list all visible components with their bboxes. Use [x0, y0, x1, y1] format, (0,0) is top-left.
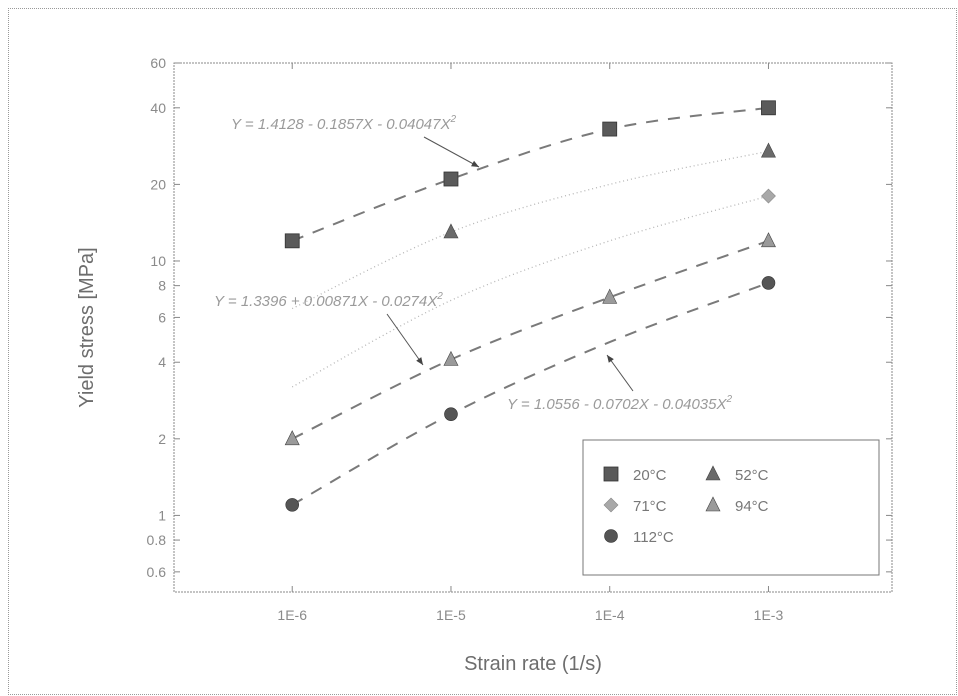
- data-point-52c: [443, 223, 459, 239]
- data-point-71c: [761, 188, 776, 204]
- y-tick-label: 40: [150, 100, 166, 116]
- x-tick-label: 1E-4: [595, 607, 625, 623]
- fit-curve-4: [291, 150, 769, 310]
- equation-arrow: [606, 354, 634, 392]
- fit-curve-5: [291, 195, 769, 388]
- equation-arrow-head: [607, 355, 614, 363]
- figure-frame: 60 40 20 10 8 6 4 2 1 0.8 0.6 1E-6 1E-5 1E-4 1E-3 Strai…: [8, 8, 957, 695]
- data-point-52c: [760, 142, 776, 158]
- equation-arrow: [423, 136, 480, 168]
- legend-marker: [705, 496, 721, 512]
- data-point-112c: [761, 276, 776, 290]
- y-axis-label: Yield stress [MPa]: [76, 247, 98, 407]
- x-tick-label: 1E-6: [277, 607, 307, 623]
- equation-arrow: [386, 313, 424, 366]
- fit-curve-3: [291, 281, 769, 506]
- legend-marker: [604, 529, 618, 543]
- fit-curve-2: [291, 239, 769, 440]
- data-point-20c: [284, 233, 300, 249]
- x-tick-label: 1E-3: [754, 607, 784, 623]
- data-point-20c: [602, 121, 618, 137]
- legend-entry-label: 52°C: [735, 467, 769, 484]
- data-point-20c: [761, 100, 776, 116]
- x-tick-label: 1E-5: [436, 607, 466, 623]
- data-point-94c: [443, 350, 459, 366]
- data-point-94c: [602, 288, 618, 304]
- equation-arrow-head: [416, 357, 423, 365]
- data-point-112c: [444, 407, 458, 421]
- yield-stress-chart: 60 40 20 10 8 6 4 2 1 0.8 0.6 1E-6 1E-5 1E-4 1E-3 Strai…: [76, 55, 893, 675]
- y-tick-label: 1: [158, 507, 166, 523]
- data-point-94c: [284, 430, 300, 446]
- data-point-112c: [285, 498, 300, 512]
- y-tick-label: 10: [150, 253, 166, 269]
- y-tick-label: 60: [150, 55, 166, 71]
- legend-entry-label: 20°C: [633, 467, 667, 484]
- equation-arrow-head: [471, 160, 479, 167]
- fit-equation-label: Y = 1.0556 - 0.0702X - 0.04035X2: [507, 394, 732, 413]
- legend-entry-label: 71°C: [633, 498, 667, 515]
- y-tick-label: 8: [158, 278, 166, 294]
- y-tick-label: 0.6: [147, 564, 167, 580]
- legend-entry-label: 112°C: [633, 529, 674, 546]
- y-tick-label: 0.8: [147, 532, 167, 548]
- data-point-94c: [760, 232, 776, 248]
- plot-area-border: [173, 62, 893, 593]
- y-tick-label: 6: [158, 309, 166, 325]
- fit-equation-label: Y = 1.4128 - 0.1857X - 0.04047X2: [231, 114, 456, 133]
- x-axis-label: Strain rate (1/s): [464, 653, 602, 675]
- y-tick-label: 2: [158, 431, 166, 447]
- y-tick-label: 4: [158, 354, 166, 370]
- legend-entry-label: 94°C: [735, 498, 769, 515]
- fit-equation-label: Y = 1.3396 + 0.00871X - 0.0274X2: [214, 291, 443, 310]
- legend-marker: [603, 466, 619, 482]
- fit-curve-1: [291, 106, 769, 242]
- legend-marker: [603, 497, 619, 513]
- legend-marker: [705, 465, 721, 481]
- y-tick-label: 20: [150, 176, 166, 192]
- legend-box: [582, 439, 880, 576]
- data-point-20c: [443, 171, 459, 187]
